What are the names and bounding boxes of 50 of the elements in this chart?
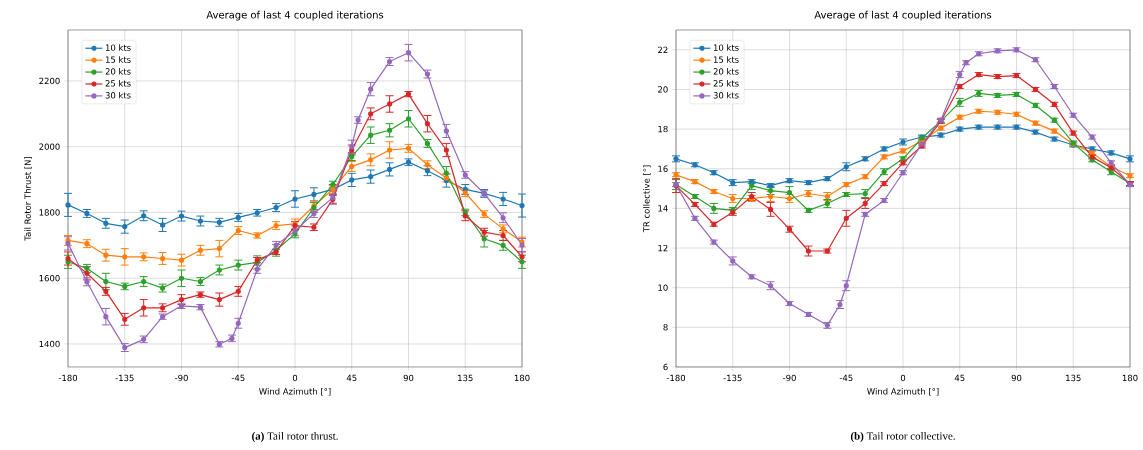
legend-label: 20 kts: [105, 68, 131, 75]
x-tick-label: -135: [723, 374, 742, 382]
legend-label: 30 kts: [105, 91, 131, 99]
chart-title: Average of last 4 coupled iterations: [814, 10, 992, 21]
y-tick-label: 8: [663, 324, 668, 331]
x-tick-label: -90: [175, 374, 188, 382]
x-tick-label: 45: [954, 374, 965, 382]
x-tick-label: -45: [231, 374, 245, 382]
y-tick-label: 20: [658, 86, 668, 93]
legend-label: 15 kts: [105, 56, 131, 63]
legend-label: 25 kts: [713, 80, 739, 87]
x-tick-label: 135: [458, 374, 473, 382]
y-tick-label: 10: [658, 284, 668, 291]
y-tick-label: 1600: [39, 275, 60, 282]
x-tick-label: 0: [292, 374, 298, 382]
y-tick-label: 14: [658, 205, 668, 212]
y-tick-label: 12: [658, 244, 668, 252]
text: (a) Tail rotor thrust.: [252, 432, 338, 442]
x-tick-label: -135: [115, 374, 134, 382]
legend-label: 20 kts: [713, 68, 739, 75]
y-tick-label: 1800: [39, 209, 60, 216]
y-tick-label: 6: [663, 363, 668, 371]
x-tick-label: -180: [666, 374, 686, 382]
x-tick-label: 180: [1122, 374, 1138, 382]
x-axis-title: Wind Azimuth [°]: [259, 388, 331, 396]
x-tick-label: -90: [783, 374, 796, 382]
legend-label: 10 kts: [105, 44, 131, 51]
y-axis-title: Tail Rotor Thrust [N]: [24, 156, 32, 241]
x-tick-label: 45: [346, 374, 357, 382]
y-tick-label: 2000: [39, 143, 60, 150]
x-tick-label: 180: [514, 374, 530, 382]
y-tick-label: 1400: [39, 340, 60, 348]
x-axis-title: Wind Azimuth [°]: [867, 388, 939, 396]
x-tick-label: 0: [900, 374, 906, 382]
chart-title: Average of last 4 coupled iterations: [206, 10, 384, 21]
legend-label: 15 kts: [713, 56, 739, 63]
text: (b) Tail rotor collective.: [850, 432, 955, 442]
legend-label: 10 kts: [713, 44, 739, 51]
y-tick-label: 2200: [39, 77, 60, 85]
x-tick-label: 135: [1066, 374, 1081, 382]
x-tick-label: -180: [58, 374, 78, 382]
x-tick-label: 90: [403, 374, 414, 382]
legend-label: 30 kts: [713, 91, 739, 99]
y-tick-label: 16: [658, 165, 668, 172]
legend-label: 25 kts: [105, 80, 131, 87]
x-tick-label: 90: [1011, 374, 1022, 382]
y-tick-label: 22: [658, 46, 668, 53]
y-tick-label: 18: [658, 125, 668, 133]
y-axis-title: TR collective [°]: [643, 165, 651, 233]
x-tick-label: -45: [839, 374, 853, 382]
